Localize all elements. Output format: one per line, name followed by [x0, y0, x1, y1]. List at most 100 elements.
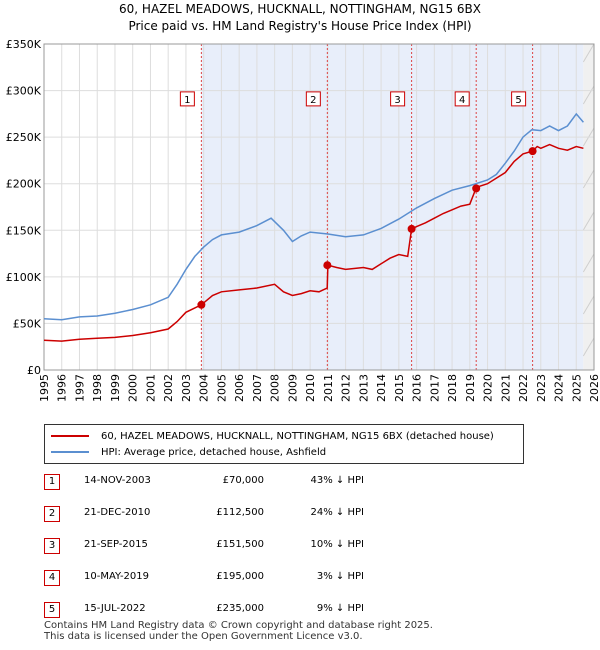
chart-legend: 60, HAZEL MEADOWS, HUCKNALL, NOTTINGHAM,…	[44, 424, 524, 464]
transaction-marker-badge: 4	[44, 570, 60, 586]
x-tick-label: 2014	[375, 374, 388, 402]
y-tick-label: £200K	[6, 178, 42, 191]
table-row: 1 14-NOV-2003 £70,000 43% ↓ HPI	[44, 474, 464, 490]
chart-subtitle: Price paid vs. HM Land Registry's House …	[128, 19, 472, 33]
transaction-price: £195,000	[216, 571, 264, 582]
hpi-line	[43, 112, 584, 321]
future-hatch-line	[582, 169, 595, 189]
legend-label-hpi: HPI: Average price, detached house, Ashf…	[101, 446, 327, 458]
footer-attribution: Contains HM Land Registry data © Crown c…	[44, 620, 433, 642]
transaction-date: 14-NOV-2003	[84, 475, 151, 486]
x-tick-label: 2000	[127, 374, 140, 402]
x-tick-label: 2001	[144, 374, 157, 402]
x-tick-label: 2025	[570, 374, 583, 402]
sale-point	[407, 224, 416, 233]
table-row: 4 10-MAY-2019 £195,000 3% ↓ HPI	[44, 570, 464, 586]
transaction-number-label: 3	[394, 95, 400, 106]
x-tick-label: 2020	[482, 374, 495, 402]
x-tick-label: 1999	[109, 374, 122, 402]
plot-frame	[43, 43, 595, 371]
x-tick-label: 2006	[233, 374, 246, 402]
legend-item-property: 60, HAZEL MEADOWS, HUCKNALL, NOTTINGHAM,…	[51, 429, 494, 443]
y-tick-label: £250K	[6, 131, 42, 144]
sale-point	[323, 261, 332, 270]
future-hatch-line	[582, 43, 595, 63]
transaction-marker-badge: 2	[44, 506, 60, 522]
table-row: 3 21-SEP-2015 £151,500 10% ↓ HPI	[44, 538, 464, 554]
x-tick-label: 2012	[340, 374, 353, 402]
future-hatch-line	[582, 253, 595, 273]
sale-point	[197, 300, 206, 309]
transaction-hpi-diff: 24% ↓ HPI	[310, 507, 364, 518]
transaction-hpi-diff: 3% ↓ HPI	[316, 571, 364, 582]
ownership-band	[532, 44, 584, 370]
transaction-hpi-diff: 9% ↓ HPI	[316, 603, 364, 614]
sale-point	[472, 184, 481, 193]
y-tick-label: £0	[27, 364, 41, 377]
future-region	[583, 44, 594, 370]
x-tick-label: 2004	[198, 374, 211, 402]
x-tick-label: 2026	[588, 374, 600, 402]
transaction-hpi-diff: 43% ↓ HPI	[310, 475, 364, 486]
x-tick-label: 2011	[322, 374, 335, 402]
transaction-number-label: 5	[515, 95, 521, 106]
future-hatch-line	[582, 85, 595, 105]
x-tick-label: 2013	[357, 374, 370, 402]
transaction-marker-badge: 1	[44, 474, 60, 490]
x-tick-label: 2017	[428, 374, 441, 402]
x-tick-label: 2007	[251, 374, 264, 402]
transaction-number-box	[454, 91, 470, 107]
transaction-date: 15-JUL-2022	[84, 603, 146, 614]
x-tick-label: 2009	[286, 374, 299, 402]
transaction-price: £151,500	[216, 539, 264, 550]
transaction-date: 21-DEC-2010	[84, 507, 151, 518]
transaction-number-label: 2	[310, 95, 316, 106]
sale-point	[528, 147, 537, 156]
x-tick-label: 1995	[38, 374, 51, 402]
transaction-number-box	[305, 91, 321, 107]
x-tick-label: 2022	[517, 374, 530, 402]
x-tick-label: 1996	[56, 374, 69, 402]
legend-swatch-property	[51, 435, 89, 437]
future-hatch-line	[582, 295, 595, 315]
x-tick-label: 2019	[464, 374, 477, 402]
x-tick-label: 2005	[215, 374, 228, 402]
x-tick-label: 2021	[499, 374, 512, 402]
footer-licence: This data is licensed under the Open Gov…	[44, 631, 363, 642]
x-tick-label: 2018	[446, 374, 459, 402]
future-hatch-line	[582, 337, 595, 357]
legend-label-property: 60, HAZEL MEADOWS, HUCKNALL, NOTTINGHAM,…	[101, 430, 494, 442]
legend-swatch-hpi	[51, 451, 89, 453]
future-hatch-line	[582, 211, 595, 231]
price-chart: £0 £50K £100K £150K £200K £250K £300K £350K 1995…	[6, 38, 600, 402]
x-tick-label: 2002	[162, 374, 175, 402]
x-tick-label: 2003	[180, 374, 193, 402]
transaction-number-box	[511, 91, 527, 107]
transaction-price: £70,000	[222, 475, 264, 486]
y-tick-label: £150K	[6, 224, 42, 237]
transaction-number-box	[390, 91, 406, 107]
transaction-date: 21-SEP-2015	[84, 539, 148, 550]
legend-item-hpi: HPI: Average price, detached house, Ashf…	[51, 445, 326, 459]
transaction-number-label: 4	[459, 95, 465, 106]
x-tick-label: 2010	[304, 374, 317, 402]
x-tick-label: 2008	[269, 374, 282, 402]
transaction-hpi-diff: 10% ↓ HPI	[310, 539, 364, 550]
transaction-number-label: 1	[184, 95, 190, 106]
x-tick-label: 2016	[411, 374, 424, 402]
table-row: 2 21-DEC-2010 £112,500 24% ↓ HPI	[44, 506, 464, 522]
x-tick-label: 1998	[91, 374, 104, 402]
chart-title-address: 60, HAZEL MEADOWS, HUCKNALL, NOTTINGHAM,…	[119, 2, 481, 16]
transaction-marker-badge: 3	[44, 538, 60, 554]
y-tick-label: £50K	[13, 317, 42, 330]
y-tick-label: £100K	[6, 271, 42, 284]
property-price-line	[43, 143, 584, 342]
x-tick-label: 2024	[553, 374, 566, 402]
transaction-number-box	[179, 91, 195, 107]
x-tick-label: 2015	[393, 374, 406, 402]
transaction-price: £112,500	[216, 507, 264, 518]
x-tick-label: 2023	[535, 374, 548, 402]
footer-copyright: Contains HM Land Registry data © Crown c…	[44, 620, 433, 631]
transaction-price: £235,000	[216, 603, 264, 614]
y-tick-label: £300K	[6, 85, 42, 98]
